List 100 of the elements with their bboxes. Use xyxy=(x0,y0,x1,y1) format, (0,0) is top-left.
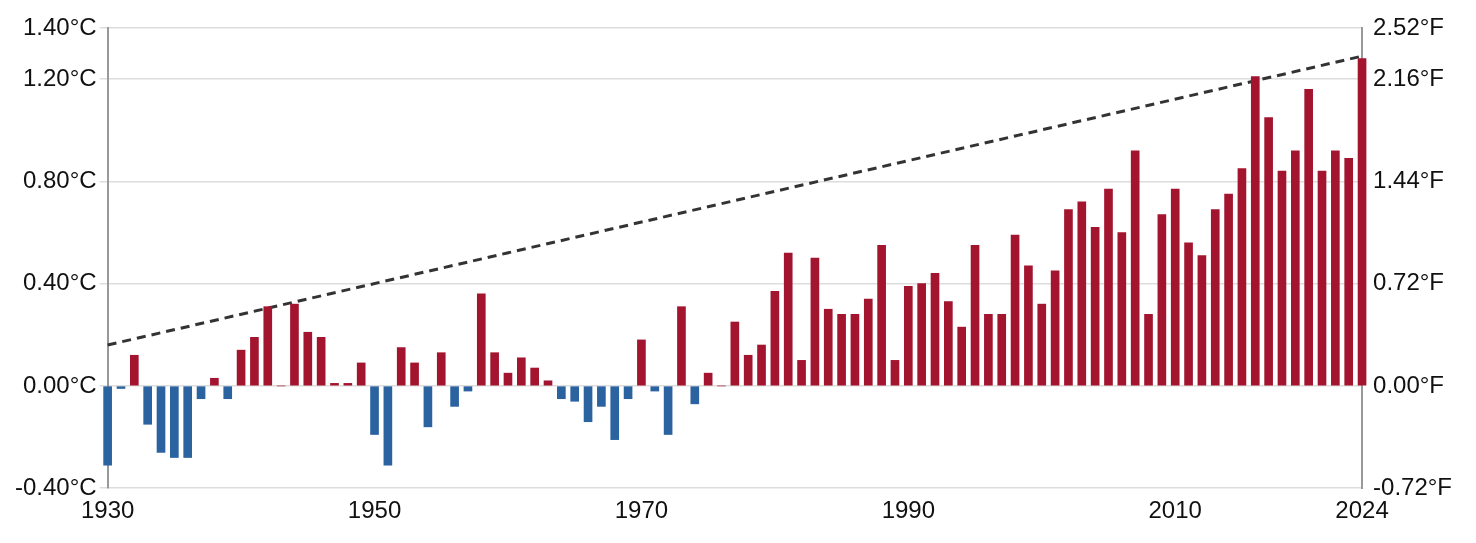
bar xyxy=(944,301,953,386)
bar xyxy=(783,252,793,386)
bar xyxy=(370,386,379,435)
bar xyxy=(623,386,633,400)
bar xyxy=(116,386,126,389)
bar xyxy=(1170,188,1180,386)
y-tick-label: 0.40°C xyxy=(22,268,97,296)
bar xyxy=(1331,150,1340,386)
bar xyxy=(823,308,833,386)
bar xyxy=(570,386,580,402)
bar xyxy=(316,337,326,386)
bar xyxy=(396,347,406,386)
bar xyxy=(1277,170,1287,386)
bar xyxy=(250,337,259,386)
bar xyxy=(543,380,553,386)
bar xyxy=(450,386,459,407)
y-tick-label: 0.00°C xyxy=(22,370,97,398)
bar xyxy=(850,314,860,386)
bar xyxy=(1290,150,1300,386)
bar xyxy=(410,362,419,386)
bar xyxy=(1304,89,1313,386)
bar xyxy=(1344,158,1354,386)
bar xyxy=(770,291,780,386)
y-tick-label: 1.20°C xyxy=(22,63,97,91)
bar xyxy=(877,244,886,386)
bar xyxy=(263,306,273,386)
bar xyxy=(1130,150,1140,386)
y2-tick-label: 2.52°F xyxy=(1373,12,1445,40)
y2-tick-label: 0.00°F xyxy=(1373,370,1445,398)
bar xyxy=(356,362,366,386)
bar xyxy=(210,377,219,386)
bar xyxy=(743,354,753,386)
y2-tick-label: 2.16°F xyxy=(1373,63,1445,91)
bar xyxy=(583,386,593,423)
bar xyxy=(1117,232,1127,386)
bar xyxy=(503,372,513,386)
bar xyxy=(663,386,673,435)
bar xyxy=(757,344,766,386)
y2-tick-label: 1.44°F xyxy=(1373,166,1445,194)
bar xyxy=(183,386,193,458)
bar xyxy=(1184,242,1193,386)
bar xyxy=(490,352,499,386)
bar xyxy=(1010,234,1020,386)
bar xyxy=(890,360,900,386)
bar xyxy=(1050,270,1060,386)
bar xyxy=(1144,314,1153,386)
bar xyxy=(129,354,139,386)
bar xyxy=(196,386,206,400)
bar xyxy=(1197,255,1207,386)
bar xyxy=(223,386,233,400)
bar xyxy=(810,257,820,386)
bar xyxy=(143,386,152,425)
bar xyxy=(423,386,433,428)
bar xyxy=(1024,265,1033,386)
bar xyxy=(677,306,686,386)
bar xyxy=(637,339,646,386)
bar xyxy=(383,386,393,466)
bar xyxy=(1237,168,1247,386)
bar xyxy=(730,321,740,386)
bar xyxy=(476,293,486,386)
bar xyxy=(690,386,700,405)
bar xyxy=(170,386,179,458)
x-tick-label: 1970 xyxy=(614,496,669,524)
bar xyxy=(797,360,806,386)
bar xyxy=(236,349,246,386)
bar xyxy=(557,386,566,400)
bar xyxy=(1250,76,1260,386)
bar xyxy=(1157,214,1167,386)
bar xyxy=(436,352,446,386)
bar xyxy=(343,383,353,386)
bar xyxy=(156,386,166,453)
bar xyxy=(597,386,606,407)
bar xyxy=(303,331,313,386)
bar xyxy=(970,244,980,386)
bar xyxy=(650,386,660,392)
bar xyxy=(290,303,299,386)
x-tick-label: 2010 xyxy=(1148,496,1202,524)
bar xyxy=(103,386,112,466)
bar xyxy=(957,326,967,386)
bar xyxy=(837,314,846,386)
bar xyxy=(1037,303,1047,386)
y2-tick-label: 0.72°F xyxy=(1373,268,1445,296)
bar xyxy=(997,314,1007,386)
bar xyxy=(917,283,926,386)
bar xyxy=(1264,117,1273,386)
bar xyxy=(1357,58,1367,386)
bar xyxy=(1077,201,1087,386)
bar xyxy=(984,314,993,386)
bar xyxy=(463,386,473,392)
bar xyxy=(703,372,713,386)
bar xyxy=(903,285,913,386)
y-tick-label: 1.40°C xyxy=(22,12,97,40)
bar xyxy=(1064,209,1073,386)
bar xyxy=(516,357,526,386)
x-tick-label: 1990 xyxy=(881,496,936,524)
bar xyxy=(330,383,339,386)
bar xyxy=(1210,209,1220,386)
bar xyxy=(863,298,873,386)
y-tick-label: 0.80°C xyxy=(22,166,97,194)
x-tick-label: 1950 xyxy=(347,496,402,524)
